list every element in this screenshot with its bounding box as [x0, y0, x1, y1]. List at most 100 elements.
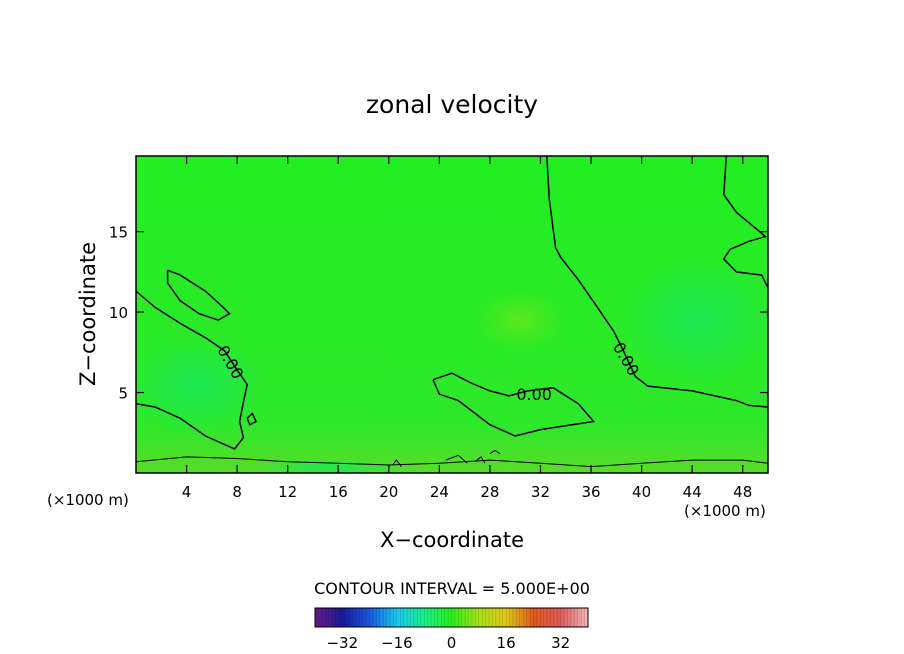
colorbar-swatch [557, 608, 561, 627]
colorbar-swatch [379, 608, 384, 627]
colorbar-swatch [349, 608, 353, 627]
colorbar-swatch [437, 608, 442, 627]
colorbar-swatch [390, 608, 394, 627]
field-shade-west [136, 335, 265, 435]
colorbar-swatch [506, 608, 510, 627]
colorbar-swatch [410, 608, 415, 627]
contour-line-0 [136, 290, 249, 450]
colorbar-swatch [369, 608, 374, 627]
colorbar-swatch [482, 608, 486, 627]
colorbar-tick-label: 32 [551, 634, 570, 652]
colorbar-swatch [529, 608, 534, 627]
field-shade-east [620, 255, 768, 385]
colorbar-swatch [475, 608, 480, 627]
colorbar-swatch [499, 608, 503, 627]
colorbar-swatch [386, 608, 391, 627]
colorbar-swatch [403, 608, 408, 627]
contour-line-3 [722, 156, 768, 289]
field-shade-center [475, 290, 565, 350]
colorbar-swatch [550, 608, 555, 627]
y-tick-label: 5 [118, 385, 128, 403]
colorbar-swatch [441, 608, 445, 627]
contour-line-5 [246, 412, 258, 426]
colorbar-swatch [478, 608, 483, 627]
x-tick-label: 32 [531, 483, 550, 501]
plot-frame [135, 155, 769, 474]
colorbar-swatch [427, 608, 432, 627]
colorbar-swatch [315, 608, 319, 627]
colorbar-swatch [451, 608, 456, 627]
y-tick-label: 10 [109, 304, 128, 322]
colorbar-swatch [359, 608, 364, 627]
colorbar-tick-label: 0 [447, 634, 457, 652]
contour-line-7 [392, 459, 402, 467]
colorbar-swatch [543, 608, 548, 627]
colorbar-swatch [461, 608, 466, 627]
colorbar-swatch [489, 608, 493, 627]
colorbar-swatch [366, 608, 370, 627]
x-tick-label: 36 [581, 483, 600, 501]
colorbar-swatch [431, 608, 435, 627]
y-axis-ticks: 5 10 15 [109, 224, 768, 403]
colorbar-swatch [342, 608, 347, 627]
colorbar-swatch [373, 608, 377, 627]
colorbar-swatch [420, 608, 425, 627]
colorbar-swatch [468, 608, 473, 627]
colorbar-swatch [581, 608, 585, 627]
colorbar-tick-label: −32 [326, 634, 358, 652]
colorbar-swatch [393, 608, 398, 627]
colorbar-swatch [485, 608, 490, 627]
x-axis-label: X−coordinate [380, 528, 524, 552]
colorbar-swatch [396, 608, 401, 627]
colorbar-swatch [328, 608, 333, 627]
contour-line-6 [136, 456, 768, 468]
colorbar-swatch [495, 608, 500, 627]
colorbar-tick-label: 16 [497, 634, 516, 652]
contour-line-2 [546, 156, 768, 408]
y-axis-label: Z−coordinate [76, 242, 100, 386]
colorbar-tick-labels: −32 −16 0 16 32 [326, 634, 570, 652]
colorbar-swatch [533, 608, 538, 627]
plot-area: 0.000.000.00 [136, 156, 768, 473]
x-tick-label: 8 [232, 483, 242, 501]
colorbar-swatch [536, 608, 541, 627]
colorbar-swatch [454, 608, 459, 627]
colorbar-swatch [564, 608, 568, 627]
x-unit-right: (×1000 m) [684, 502, 766, 520]
colorbar-tick-label: −16 [381, 634, 413, 652]
colorbar-swatch [547, 608, 551, 627]
colorbar-swatch [526, 608, 531, 627]
colorbar-swatch [574, 608, 579, 627]
contour-line-4 [432, 372, 596, 437]
colorbar-swatch [465, 608, 469, 627]
colorbar-swatch [577, 608, 582, 627]
contour-line-8 [445, 454, 468, 464]
contour-line-10 [489, 449, 501, 455]
colorbar-swatch [355, 608, 360, 627]
x-tick-label: 12 [278, 483, 297, 501]
x-tick-label: 24 [430, 483, 449, 501]
colorbar-swatch [509, 608, 514, 627]
colorbar-swatch [448, 608, 452, 627]
colorbar-swatch [321, 608, 326, 627]
colorbar [314, 607, 589, 628]
colorbar-swatch [325, 608, 329, 627]
x-tick-label: 48 [733, 483, 752, 501]
colorbar-swatch [332, 608, 336, 627]
x-axis-ticks: 4 8 12 16 20 24 28 32 36 40 44 48 [182, 156, 752, 501]
x-tick-label: 40 [632, 483, 651, 501]
colorbar-swatch [400, 608, 405, 627]
colorbar-swatch [338, 608, 343, 627]
y-tick-label: 15 [109, 224, 128, 242]
colorbar-swatch [345, 608, 350, 627]
colorbar-swatch [471, 608, 476, 627]
colorbar-swatch [492, 608, 497, 627]
colorbar-swatch [523, 608, 527, 627]
colorbar-frame [314, 607, 589, 628]
colorbar-swatch [352, 608, 357, 627]
colorbar-swatch [318, 608, 323, 627]
contour-interval-text: CONTOUR INTERVAL = 5.000E+00 [314, 579, 590, 598]
x-unit-left: (×1000 m) [47, 491, 129, 509]
colorbar-swatch [383, 608, 387, 627]
